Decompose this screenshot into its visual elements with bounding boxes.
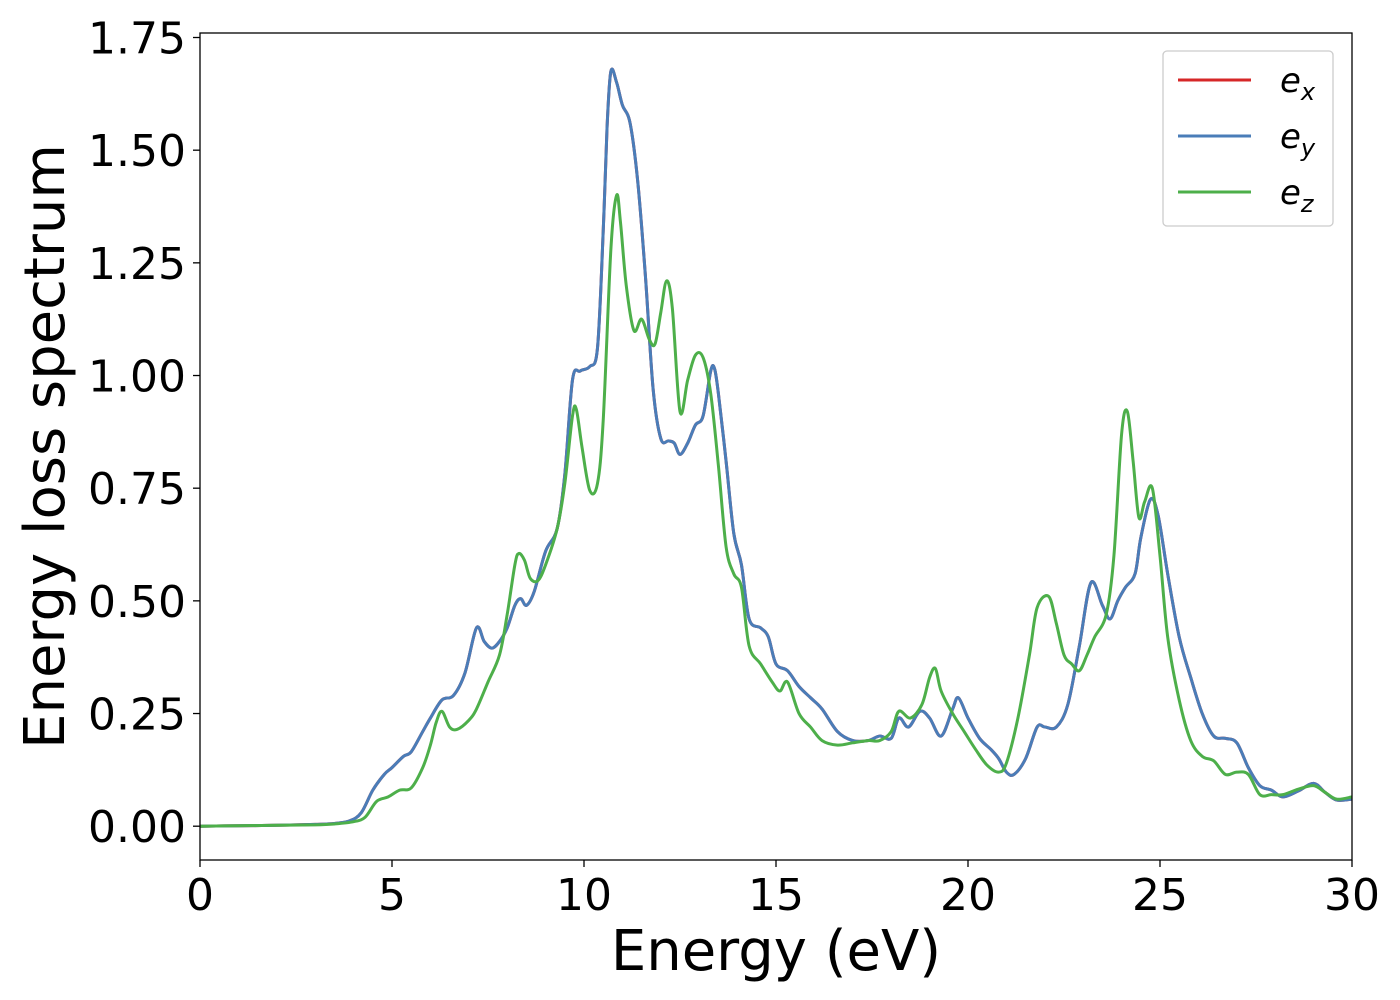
x-tick-label: 25 (1132, 870, 1188, 921)
y-tick-label: 0.75 (88, 464, 186, 515)
y-tick-label: 1.50 (88, 126, 186, 177)
legend-box (1162, 50, 1334, 227)
legend-label-z: ez (1280, 173, 1315, 218)
y-tick-label: 0.25 (88, 690, 186, 741)
ticks-layer: 0 5 10 15 20 25 30 0.00 0.25 0.50 0.75 1.00 1.25 1.50… (88, 14, 1380, 921)
x-tick-label: 5 (378, 870, 406, 921)
x-axis-label: Energy (eV) (611, 919, 941, 984)
x-tick-label: 15 (748, 870, 804, 921)
series-line-e-z (199, 193, 1353, 828)
y-tick-label: 0.00 (88, 802, 186, 853)
y-axis-label: Energy loss spectrum (13, 144, 78, 749)
x-tick-label: 20 (940, 870, 996, 921)
y-tick-label: 1.00 (88, 352, 186, 403)
legend-label-y: ey (1280, 117, 1316, 162)
y-tick-label: 1.75 (88, 14, 186, 65)
series-layer (199, 67, 1353, 828)
legend-label-x: ex (1280, 61, 1316, 106)
y-tick-label: 0.50 (88, 577, 186, 628)
x-tick-label: 30 (1324, 870, 1380, 921)
x-tick-label: 0 (186, 870, 214, 921)
y-tick-label: 1.25 (88, 239, 186, 290)
x-tick-label: 10 (556, 870, 612, 921)
series-line-e-y (199, 67, 1353, 828)
legend: ex ey ez (1162, 50, 1334, 227)
